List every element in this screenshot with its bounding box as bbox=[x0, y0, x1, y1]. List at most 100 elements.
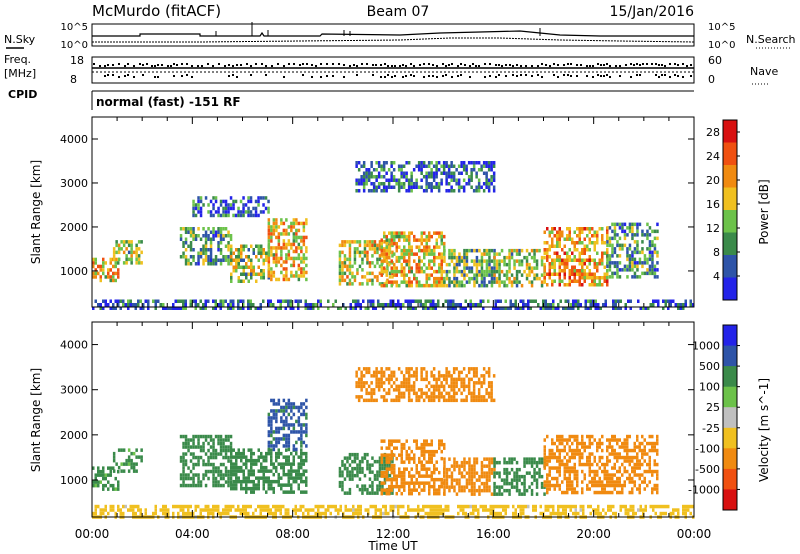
data-cell bbox=[267, 210, 270, 214]
data-cell bbox=[343, 257, 347, 262]
data-cell bbox=[530, 481, 534, 486]
data-cell bbox=[402, 171, 406, 175]
data-cell bbox=[498, 252, 501, 256]
data-cell bbox=[485, 388, 488, 392]
data-cell bbox=[400, 164, 403, 168]
data-cell bbox=[452, 367, 456, 371]
data-cell bbox=[250, 469, 253, 473]
data-cell bbox=[540, 481, 544, 486]
data-cell bbox=[407, 374, 411, 378]
data-cell bbox=[480, 467, 484, 472]
data-cell bbox=[207, 476, 210, 481]
data-cell bbox=[405, 262, 408, 267]
data-cell bbox=[530, 280, 534, 284]
data-cell bbox=[227, 438, 230, 442]
data-cell bbox=[292, 479, 295, 484]
data-cell bbox=[515, 474, 519, 479]
data-cell bbox=[552, 306, 555, 310]
data-cell bbox=[628, 473, 631, 477]
data-cell bbox=[222, 445, 225, 449]
data-cell bbox=[214, 262, 218, 266]
data-cell bbox=[275, 440, 278, 445]
data-cell bbox=[385, 255, 388, 260]
data-cell bbox=[493, 488, 496, 493]
data-cell bbox=[204, 255, 208, 259]
data-cell bbox=[247, 299, 250, 303]
data-cell bbox=[371, 271, 374, 276]
data-cell bbox=[475, 460, 479, 465]
data-cell bbox=[408, 241, 411, 246]
data-cell bbox=[616, 264, 619, 269]
data-cell bbox=[376, 247, 379, 251]
data-cell bbox=[485, 164, 488, 168]
data-cell bbox=[535, 259, 539, 263]
data-cell bbox=[381, 484, 384, 488]
data-cell bbox=[485, 488, 489, 493]
data-cell bbox=[422, 391, 426, 396]
data-cell bbox=[606, 230, 609, 234]
data-cell bbox=[270, 274, 273, 278]
data-cell bbox=[99, 275, 102, 279]
data-cell bbox=[490, 283, 494, 288]
data-cell bbox=[533, 273, 536, 277]
data-cell bbox=[366, 452, 369, 457]
data-cell bbox=[538, 467, 541, 472]
data-cell bbox=[568, 438, 571, 442]
data-cell bbox=[377, 303, 380, 307]
data-cell bbox=[135, 243, 138, 248]
data-cell bbox=[588, 462, 591, 467]
data-cell bbox=[405, 449, 408, 454]
data-cell bbox=[591, 234, 594, 238]
data-cell bbox=[282, 490, 285, 494]
data-cell bbox=[641, 441, 644, 446]
data-cell bbox=[373, 264, 377, 269]
data-cell bbox=[442, 161, 446, 165]
data-cell bbox=[217, 230, 220, 234]
nave-marker bbox=[127, 74, 129, 76]
data-cell bbox=[425, 481, 428, 485]
data-cell bbox=[462, 384, 466, 389]
data-cell bbox=[358, 459, 362, 464]
data-cell bbox=[227, 480, 230, 484]
freq-marker bbox=[173, 63, 175, 65]
data-cell bbox=[556, 469, 559, 474]
data-cell bbox=[361, 268, 364, 272]
data-cell bbox=[260, 269, 263, 273]
data-region bbox=[380, 439, 446, 496]
data-cell bbox=[262, 272, 265, 276]
data-cell bbox=[417, 398, 421, 403]
data-cell bbox=[449, 306, 452, 310]
data-cell bbox=[92, 264, 95, 269]
data-cell bbox=[510, 252, 514, 256]
data-cell bbox=[264, 206, 268, 211]
data-cell bbox=[385, 446, 388, 450]
data-cell bbox=[232, 306, 235, 310]
data-cell bbox=[257, 248, 260, 252]
data-cell bbox=[433, 276, 436, 281]
data-cell bbox=[366, 463, 369, 467]
data-cell bbox=[563, 262, 566, 266]
data-cell bbox=[297, 483, 300, 487]
data-cell bbox=[477, 395, 481, 399]
data-cell bbox=[477, 391, 481, 396]
data-cell bbox=[250, 451, 253, 456]
data-cell bbox=[606, 248, 609, 252]
data-cell bbox=[252, 269, 255, 273]
data-cell bbox=[179, 299, 182, 303]
data-cell bbox=[644, 306, 647, 310]
data-cell bbox=[427, 388, 431, 392]
data-cell bbox=[371, 247, 374, 251]
data-cell bbox=[275, 419, 278, 424]
data-cell bbox=[413, 252, 416, 256]
data-cell bbox=[234, 213, 238, 218]
data-cell bbox=[608, 441, 611, 446]
data-cell bbox=[475, 266, 479, 270]
data-cell bbox=[513, 259, 516, 263]
data-cell bbox=[237, 303, 240, 307]
data-cell bbox=[573, 466, 576, 470]
data-cell bbox=[420, 488, 423, 492]
data-cell bbox=[242, 479, 245, 484]
data-cell bbox=[373, 477, 377, 481]
data-cell bbox=[405, 252, 408, 256]
data-cell bbox=[222, 476, 225, 481]
